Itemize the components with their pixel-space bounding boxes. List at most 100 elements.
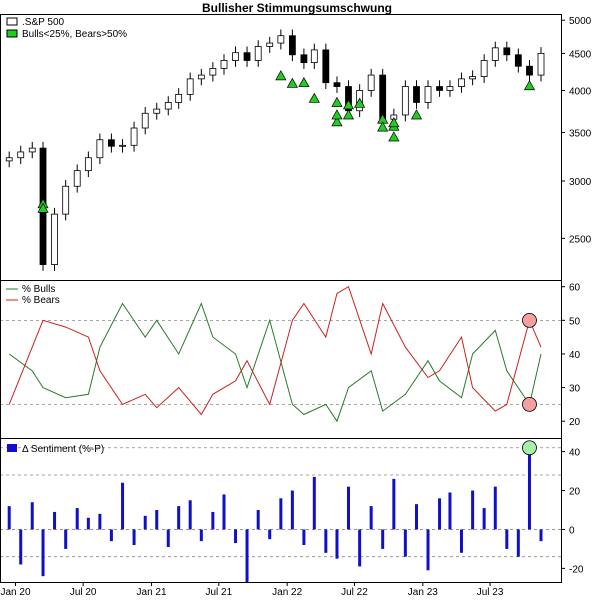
price-candle xyxy=(51,213,58,265)
delta-highlight-circle xyxy=(522,440,537,456)
price-candle xyxy=(514,54,522,67)
sentiment-y-tick-label: 20 xyxy=(569,417,581,428)
delta-bar xyxy=(19,529,23,565)
price-candle xyxy=(379,74,387,120)
price-y-tick-label: 3500 xyxy=(569,128,592,139)
price-candle xyxy=(310,49,318,64)
price-candle xyxy=(480,60,488,77)
signal-triangle xyxy=(388,117,400,128)
sentiment-panel: % Bulls% Bears xyxy=(0,284,561,423)
price-candle xyxy=(491,47,499,61)
legend-swatch-delta xyxy=(7,444,17,452)
delta-bar xyxy=(505,529,509,549)
signal-triangle xyxy=(342,109,355,120)
delta-bar xyxy=(539,529,543,542)
price-candle xyxy=(243,52,251,61)
price-candle xyxy=(254,46,262,61)
price-candle xyxy=(186,78,194,95)
legend-swatch-sp500 xyxy=(6,17,18,26)
price-y-tick-label: 2500 xyxy=(569,234,592,245)
price-candle xyxy=(73,170,81,187)
signal-triangle xyxy=(354,97,366,108)
signal-triangle xyxy=(342,99,355,110)
signal-triangle xyxy=(308,92,320,103)
delta-bar xyxy=(324,529,328,553)
price-y-tick-label: 3000 xyxy=(569,177,592,188)
delta-bar xyxy=(279,498,283,530)
sentiment-highlight-circle xyxy=(522,396,537,412)
signal-triangle xyxy=(410,109,423,120)
delta-bar xyxy=(211,511,215,530)
delta-bar xyxy=(335,529,339,559)
delta-bar xyxy=(143,515,147,530)
price-candle xyxy=(526,65,533,76)
price-candle xyxy=(537,52,545,76)
panel-frame-sent xyxy=(0,280,562,439)
price-candle xyxy=(141,112,149,129)
price-candle xyxy=(322,49,330,84)
delta-bar xyxy=(53,511,57,530)
price-candle xyxy=(108,139,115,147)
delta-bar xyxy=(234,529,238,544)
legend-label-delta: Δ Sentiment (%-P) xyxy=(22,444,104,455)
delta-bar xyxy=(381,529,385,549)
price-candle xyxy=(333,82,341,87)
x-tick-label: Jul 23 xyxy=(477,587,504,598)
price-candle xyxy=(300,54,308,64)
delta-y-tick-label: 20 xyxy=(569,487,581,498)
price-candle xyxy=(209,68,217,76)
delta-bar xyxy=(346,486,350,530)
legend-swatch-signal xyxy=(6,29,18,38)
x-tick-label: Jul 22 xyxy=(341,587,368,598)
price-candle xyxy=(503,47,511,56)
price-candle xyxy=(164,102,172,110)
bulls-line xyxy=(8,302,542,423)
sentiment-y-tick-label: 60 xyxy=(569,283,581,294)
panel-frame-delta xyxy=(0,438,562,583)
delta-bar xyxy=(290,490,294,530)
delta-bar xyxy=(256,510,260,530)
bears-line xyxy=(8,285,542,416)
delta-bar xyxy=(482,508,486,530)
delta-y-tick-label: 0 xyxy=(569,525,575,536)
sentiment-y-tick-label: 50 xyxy=(569,316,581,327)
price-candle xyxy=(436,86,443,91)
delta-bar xyxy=(222,494,226,530)
signal-triangle xyxy=(331,116,343,127)
legend-label-bears: % Bears xyxy=(22,295,60,306)
signal-triangle xyxy=(331,96,343,107)
delta-bar xyxy=(98,513,102,530)
delta-bar xyxy=(86,517,90,530)
price-candle xyxy=(62,185,70,215)
delta-bar xyxy=(268,529,272,540)
price-candle xyxy=(469,76,477,80)
delta-bar xyxy=(415,504,419,530)
signal-triangle xyxy=(523,80,536,91)
x-tick-label: Jan 22 xyxy=(272,587,302,598)
delta-bar xyxy=(132,529,136,546)
delta-bar xyxy=(527,447,531,530)
delta-bar xyxy=(459,529,463,553)
legend-label-bulls: % Bulls xyxy=(22,284,55,295)
delta-bar xyxy=(109,529,113,542)
price-candle xyxy=(220,60,228,69)
legend-label-sp500: .S&P 500 xyxy=(22,17,65,28)
delta-bar xyxy=(438,498,442,530)
delta-bar xyxy=(426,529,430,571)
signal-triangle xyxy=(377,121,389,132)
price-candle xyxy=(367,74,375,91)
price-candle xyxy=(119,144,126,147)
signal-triangle xyxy=(298,76,310,88)
price-candle xyxy=(153,108,161,114)
delta-bar xyxy=(369,506,373,530)
price-y-tick-label: 5000 xyxy=(569,16,592,27)
delta-bar xyxy=(155,510,159,530)
price-candle xyxy=(17,151,25,159)
delta-bar xyxy=(188,500,192,530)
delta-bar xyxy=(493,486,497,530)
sentiment-highlight-circle xyxy=(522,312,537,328)
price-candle xyxy=(96,139,104,159)
price-candle xyxy=(5,157,13,162)
price-candle xyxy=(175,94,183,103)
